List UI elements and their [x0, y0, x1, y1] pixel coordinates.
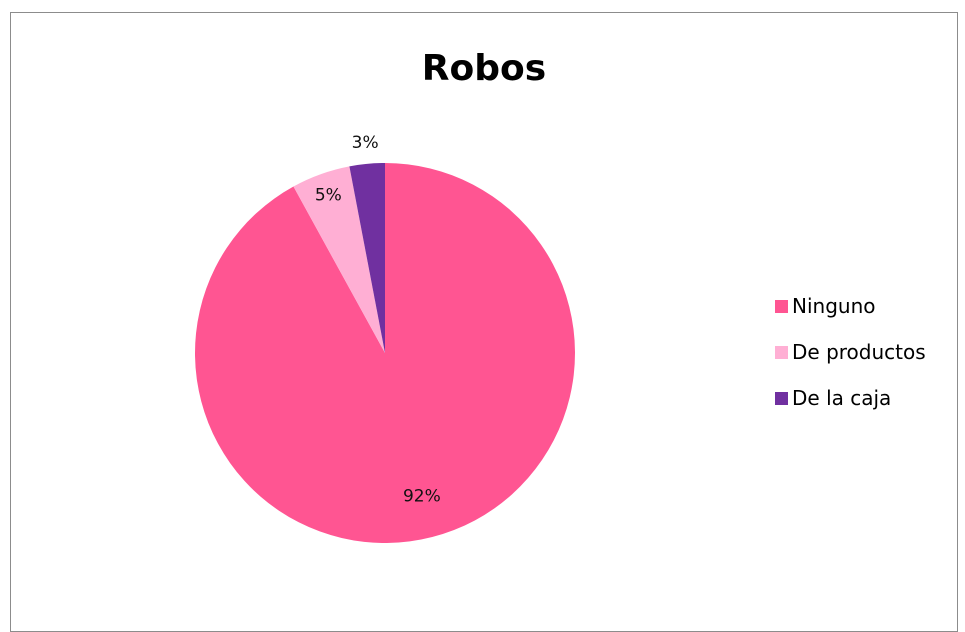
chart-title: Robos: [421, 48, 547, 89]
legend-swatch-de-productos: [775, 345, 788, 359]
data-label-de-productos: 5%: [315, 186, 342, 206]
legend-label-de-la-caja: De la caja: [792, 386, 892, 410]
pie-slice-de-productos: [293, 166, 385, 353]
data-label-de-la-caja: 3%: [352, 133, 379, 153]
legend-swatch-de-la-caja: [775, 391, 788, 405]
legend-label-de-productos: De productos: [792, 340, 926, 364]
pie-chart: 92% 5% 3%: [194, 133, 575, 543]
legend-item-de-la-caja: De la caja: [775, 386, 926, 410]
legend-label-ninguno: Ninguno: [792, 294, 876, 318]
chart-legend: Ninguno De productos De la caja: [775, 294, 926, 432]
pie-slice-de-la-caja: [349, 163, 385, 353]
legend-item-de-productos: De productos: [775, 340, 926, 364]
legend-item-ninguno: Ninguno: [775, 294, 926, 318]
legend-swatch-ninguno: [775, 299, 788, 313]
data-label-ninguno: 92%: [403, 487, 441, 507]
